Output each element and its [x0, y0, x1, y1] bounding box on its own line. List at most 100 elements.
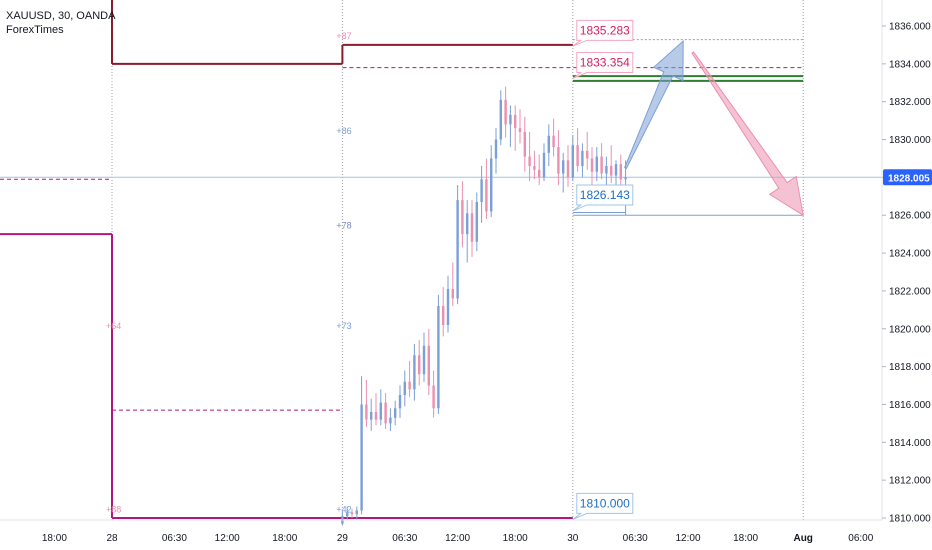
candle-body [571, 145, 574, 178]
price-callout[interactable]: 1835.283 [572, 19, 634, 47]
y-tick-label: 1832.000 [889, 97, 931, 108]
candle-body [605, 166, 608, 174]
price-callout[interactable]: 1826.143 [572, 184, 634, 212]
x-tick-label: 18:00 [733, 533, 758, 544]
level-marker-label: +78 [336, 220, 351, 230]
callout-label: 1835.283 [580, 23, 630, 37]
candle-body [466, 213, 469, 235]
level-marker-label: +87 [336, 31, 351, 41]
y-tick-label: 1830.000 [889, 135, 931, 146]
y-tick-label: 1816.000 [889, 400, 931, 411]
candles-layer [341, 86, 627, 526]
candle-body [408, 381, 411, 390]
level-marker-label: +42 [336, 504, 351, 514]
y-tick-label: 1822.000 [889, 286, 931, 297]
x-tick-label: 18:00 [503, 533, 528, 544]
candle-body [427, 345, 430, 386]
y-tick-label: 1824.000 [889, 249, 931, 260]
candle-body [389, 417, 392, 424]
x-tick-label: 12:00 [675, 533, 700, 544]
x-tick-label: 12:00 [215, 533, 240, 544]
candle-body [456, 200, 459, 299]
candle-body [442, 306, 445, 325]
candle-body [461, 200, 464, 235]
callout-label: 1826.143 [580, 188, 630, 202]
candle-body [590, 158, 594, 172]
x-tick-label: 06:30 [623, 533, 648, 544]
candle-body [542, 152, 546, 178]
candle-body [600, 156, 603, 174]
callout-label: 1810.000 [580, 496, 630, 510]
callouts-layer: 1835.283 1833.354 1826.143 1810.000 [572, 19, 634, 520]
grid-layer [0, 0, 882, 520]
candle-body [394, 408, 397, 418]
plot-area[interactable] [0, 0, 882, 520]
y-tick-label: 1814.000 [889, 438, 931, 449]
candle-body [566, 160, 570, 178]
x-tick-label: 18:00 [42, 533, 67, 544]
symbol-title: XAUUSD, 30, OANDA [6, 10, 116, 22]
callout-label: 1833.354 [580, 55, 630, 69]
candle-body [475, 201, 478, 242]
y-tick-label: 1818.000 [889, 362, 931, 373]
candle-body [346, 512, 349, 517]
x-tick-label: 29 [337, 533, 349, 544]
x-tick-label: 18:00 [272, 533, 297, 544]
candle-body [485, 179, 488, 212]
candle-body [418, 355, 421, 375]
x-tick-label: Aug [793, 533, 812, 544]
bullish-arrow [624, 39, 684, 169]
candle-body [595, 156, 598, 172]
candle-body [614, 164, 618, 176]
arrows-layer [624, 39, 804, 217]
candle-body [384, 402, 387, 424]
candle-body [437, 306, 440, 409]
candle-body [422, 345, 426, 375]
price-callout[interactable]: 1833.354 [572, 51, 634, 79]
callout-box [572, 184, 634, 212]
x-tick-label: 06:00 [848, 533, 873, 544]
price-callout[interactable]: 1810.000 [572, 492, 634, 520]
candle-body [557, 147, 560, 174]
candle-body [528, 156, 531, 167]
candle-body [518, 128, 522, 132]
chart-header: XAUUSD, 30, OANDA ForexTimes [6, 9, 115, 37]
bearish-arrow [691, 51, 804, 217]
x-tick-label: 28 [106, 533, 118, 544]
candle-body [624, 177, 627, 180]
candle-body [398, 395, 402, 409]
y-tick-label: 1810.000 [889, 514, 931, 525]
x-tick-label: 30 [567, 533, 579, 544]
candle-body [470, 213, 474, 242]
x-tick-label: 12:00 [445, 533, 470, 544]
candle-body [360, 404, 363, 511]
candle-body [576, 145, 579, 167]
candle-body [547, 135, 550, 153]
y-tick-label: 1834.000 [889, 59, 931, 70]
candle-body [451, 289, 454, 299]
x-tick-label: 06:30 [162, 533, 187, 544]
candle-body [586, 150, 589, 159]
level-marker-label: +73 [336, 321, 351, 331]
candle-body [446, 289, 450, 325]
candle-body [509, 114, 512, 125]
candle-body [350, 512, 354, 515]
candle-body [562, 160, 565, 174]
markers-layer: +87+86+78+78+64 +73+88 +42 [106, 31, 352, 514]
level-marker-label: +86 [336, 126, 351, 136]
candle-body [379, 402, 382, 420]
callout-box [572, 51, 634, 79]
level-marker-label: +78 [336, 220, 351, 230]
candle-body [504, 99, 507, 125]
candle-body [523, 131, 526, 157]
current-price-badge [883, 169, 932, 186]
candle-body [490, 158, 493, 212]
y-tick-label: 1826.000 [889, 211, 931, 222]
candle-body [581, 150, 584, 167]
candle-body [403, 381, 406, 395]
candle-body [494, 139, 498, 159]
candle-body [374, 412, 378, 420]
